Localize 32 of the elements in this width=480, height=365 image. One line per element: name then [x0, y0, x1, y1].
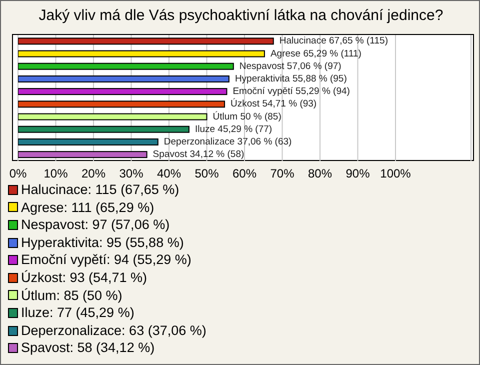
x-tick-label: 50% — [194, 166, 220, 181]
x-tick-label: 30% — [119, 166, 144, 181]
legend-label: Halucinace: 115 (67,65 %) — [21, 181, 180, 199]
data-label: Útlum 50 % (85) — [212, 110, 282, 122]
legend-label: Iluze: 77 (45,29 %) — [21, 304, 134, 322]
x-tick-label: 100% — [380, 166, 412, 181]
data-label: Halucinace 67,65 % (115) — [279, 36, 388, 47]
legend-label: Útlum: 85 (50 %) — [21, 286, 122, 304]
data-label: Spavost 34,12 % (58) — [152, 149, 244, 160]
x-tick-label: 40% — [156, 166, 182, 181]
data-label: Nespavost 57,06 % (97) — [239, 60, 342, 72]
chart-title: Jaký vliv má dle Vás psychoaktivní látka na chování jedince? — [38, 7, 444, 24]
legend-label: Agrese: 111 (65,29 %) — [21, 198, 154, 216]
data-label: Iluze 45,29 % (77) — [194, 124, 272, 135]
legend-label: Nespavost: 97 (57,06 %) — [21, 216, 170, 234]
data-label: Agrese 65,29 % (111) — [270, 48, 362, 60]
x-tick-label: 70% — [270, 166, 295, 181]
x-tick-label: 60% — [232, 166, 257, 181]
x-tick-label: 10% — [44, 166, 68, 181]
x-tick-label: 20% — [81, 166, 106, 181]
legend-label: Hyperaktivita: 95 (55,88 %) — [21, 234, 184, 252]
data-label: Úzkost 54,71 % (93) — [230, 98, 317, 110]
x-tick-label: 90% — [346, 166, 370, 181]
data-label: Deperzonalizace 37,06 % (63) — [164, 136, 292, 148]
x-tick-label: 0% — [9, 166, 27, 181]
x-tick-label: 80% — [308, 166, 332, 181]
legend-label: Spavost: 58 (34,12 %) — [21, 339, 155, 357]
legend-label: Deperzonalizace: 63 (37,06 %) — [21, 322, 206, 340]
legend-label: Emoční vypětí: 94 (55,29 %) — [21, 251, 192, 269]
data-label: Emoční vypětí 55,29 % (94) — [232, 86, 350, 98]
data-label: Hyperaktivita 55,88 % (95) — [234, 73, 347, 84]
legend-label: Úzkost: 93 (54,71 %) — [21, 268, 148, 287]
